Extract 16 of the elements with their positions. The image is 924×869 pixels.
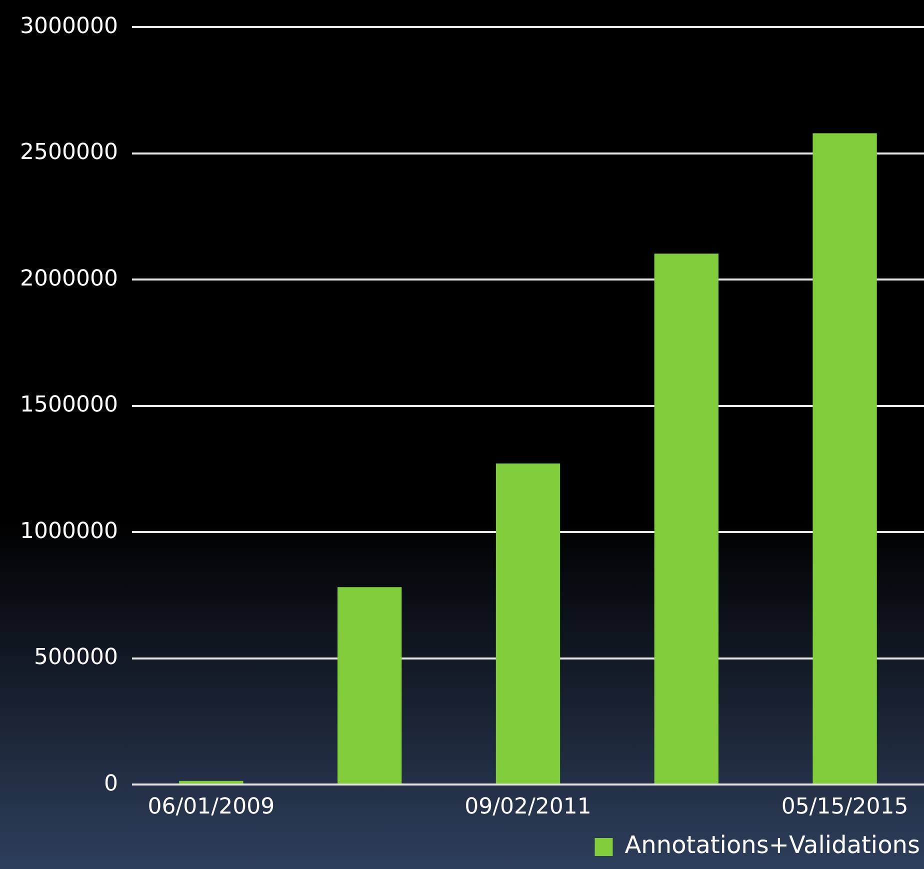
bar: [812, 133, 877, 784]
legend-label: Annotations+Validations: [624, 831, 920, 860]
x-tick-label: 05/15/2015: [781, 794, 908, 820]
y-tick-label: 2500000: [20, 140, 118, 166]
y-tick-label: 0: [104, 771, 118, 796]
y-tick-label: 3000000: [20, 14, 118, 39]
x-tick-label: 06/01/2009: [148, 794, 275, 820]
y-tick-label: 500000: [34, 645, 118, 670]
y-tick-label: 1500000: [20, 392, 118, 418]
bar: [338, 587, 402, 784]
x-tick-label: 09/02/2011: [464, 794, 592, 820]
y-tick-label: 1000000: [20, 518, 118, 544]
bar: [179, 780, 244, 784]
bar: [496, 463, 560, 784]
y-tick-label: 2000000: [20, 266, 118, 292]
bar: [654, 254, 718, 784]
